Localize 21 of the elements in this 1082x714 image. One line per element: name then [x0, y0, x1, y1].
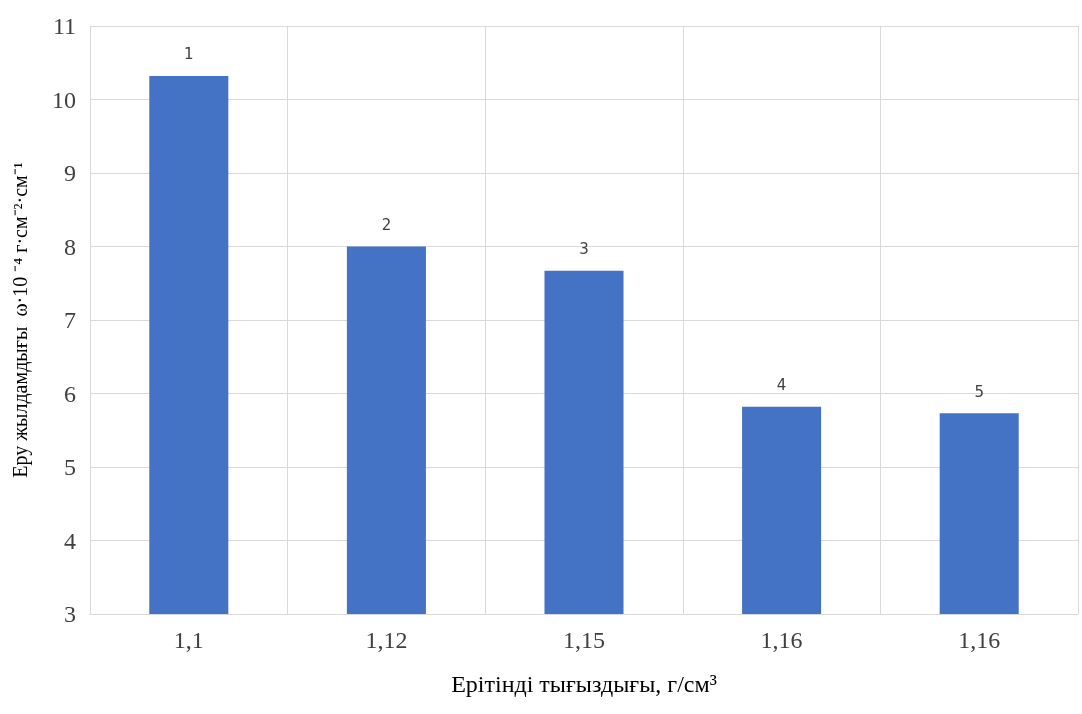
annotation: 4	[776, 376, 787, 395]
y-tick-label: 3	[64, 601, 76, 627]
annotation: 1	[184, 45, 194, 64]
annotation: 2	[381, 216, 392, 234]
y-tick-label: 4	[64, 527, 76, 554]
y-axis-title: Еру жылдамдығы ω·10 ⁻⁴ г·см⁻²·см⁻¹	[9, 162, 32, 478]
annotation: 5	[974, 382, 984, 401]
y-tick-label: 9	[64, 160, 76, 186]
y-tick-label: 5	[64, 454, 76, 480]
y-tick-label: 8	[64, 233, 76, 260]
x-tick-label: 1,16	[760, 627, 803, 653]
x-tick-label: 1,15	[563, 627, 605, 653]
y-tick-label: 6	[64, 380, 76, 407]
y-tick-label: 7	[64, 307, 76, 333]
annotation: 3	[579, 240, 589, 259]
x-tick-label: 1,12	[365, 627, 408, 653]
y-tick-label: 11	[52, 13, 76, 39]
y-tick-label: 10	[52, 86, 76, 113]
x-tick-label: 1,1	[173, 627, 204, 653]
x-axis-title: Ерітінді тығыздығы, г/см³	[451, 671, 717, 697]
x-tick-label: 1,16	[958, 627, 1001, 653]
